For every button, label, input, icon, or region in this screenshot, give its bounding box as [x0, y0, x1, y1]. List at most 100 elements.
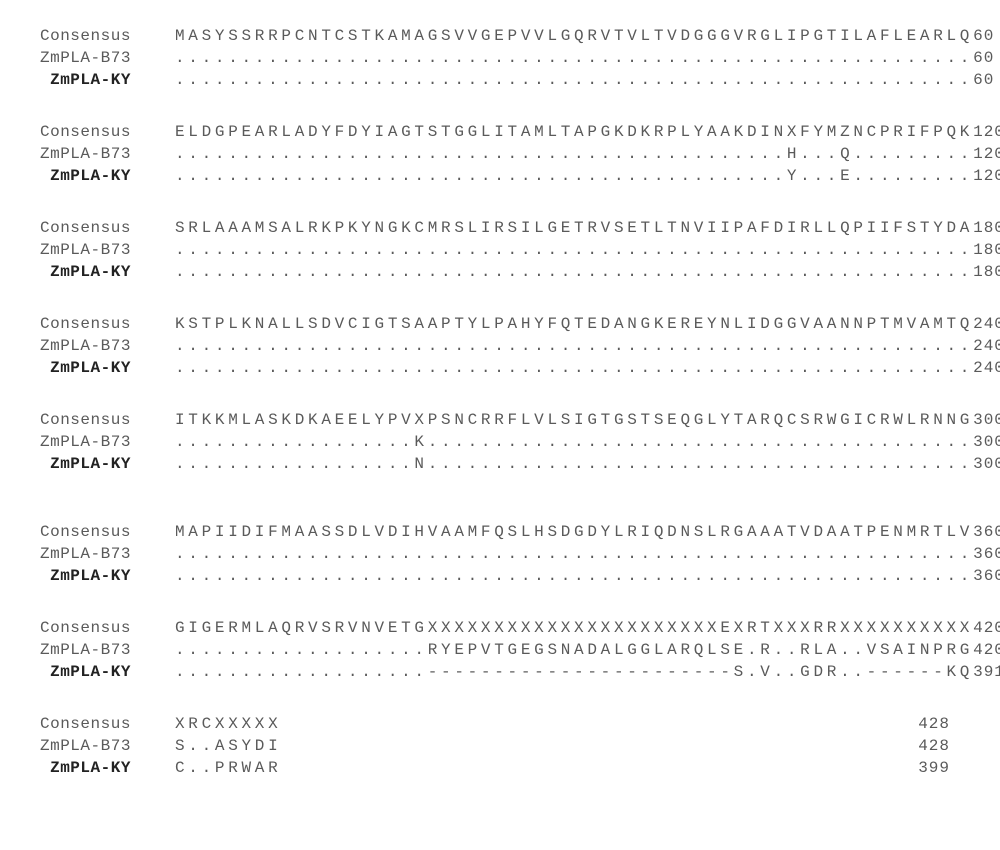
alignment-block: ConsensusXRCXXXXX 428 ZmPLA-B73S..ASYDI 428… — [40, 716, 960, 782]
sequence-label: ZmPLA-KY — [40, 360, 175, 376]
sequence-label: ZmPLA-B73 — [40, 642, 175, 658]
sequence-position: 120 — [973, 146, 1000, 162]
sequence-text: ........................................… — [175, 264, 973, 280]
sequence-text: ..................N.....................… — [175, 456, 973, 472]
sequence-text: MAPIIDIFMAASSDLVDIHVAAMFQSLHSDGDYLRIQDNS… — [175, 524, 973, 540]
sequence-position: 240 — [973, 360, 1000, 376]
consensus-row: ConsensusMASYSSRRPCNTCSTKAMAGSVVGEPVVLGQ… — [40, 28, 960, 50]
sequence-position: 391 — [973, 664, 1000, 680]
sequence-position: 60 — [973, 28, 1000, 44]
alignment-block: ConsensusELDGPEARLADYFDYIAGTSTGGLITAMLTA… — [40, 124, 960, 190]
sequence-position: 428 — [890, 716, 960, 732]
sequence-position: 420 — [973, 642, 1000, 658]
sequence-label: ZmPLA-B73 — [40, 338, 175, 354]
sequence-text: C..PRWAR — [175, 760, 281, 776]
sequence-position: 360 — [973, 568, 1000, 584]
sequence-position: 180 — [973, 264, 1000, 280]
alignment-block: ConsensusMASYSSRRPCNTCSTKAMAGSVVGEPVVLGQ… — [40, 28, 960, 94]
sequence-label: Consensus — [40, 716, 175, 732]
seq2-row: ZmPLA-KY..................N.............… — [40, 456, 960, 478]
consensus-row: ConsensusKSTPLKNALLSDVCIGTSAAPTYLPAHYFQT… — [40, 316, 960, 338]
sequence-label: ZmPLA-KY — [40, 264, 175, 280]
sequence-text: ........................................… — [175, 568, 973, 584]
sequence-position: 420 — [973, 620, 1000, 636]
sequence-position: 300 — [973, 456, 1000, 472]
sequence-label: ZmPLA-KY — [40, 168, 175, 184]
sequence-label: Consensus — [40, 412, 175, 428]
sequence-text: MASYSSRRPCNTCSTKAMAGSVVGEPVVLGQRVTVLTVDG… — [175, 28, 973, 44]
sequence-position: 300 — [973, 412, 1000, 428]
seq2-row: ZmPLA-KY................................… — [40, 264, 960, 286]
seq1-row: ZmPLA-B73...............................… — [40, 338, 960, 360]
sequence-position: 360 — [973, 524, 1000, 540]
sequence-position: 60 — [973, 50, 1000, 66]
sequence-text: ...................---------------------… — [175, 664, 973, 680]
sequence-position: 240 — [973, 338, 1000, 354]
consensus-row: ConsensusELDGPEARLADYFDYIAGTSTGGLITAMLTA… — [40, 124, 960, 146]
sequence-label: Consensus — [40, 524, 175, 540]
seq1-row: ZmPLA-B73...............................… — [40, 146, 960, 168]
sequence-position: 120 — [973, 168, 1000, 184]
sequence-text: ........................................… — [175, 360, 973, 376]
sequence-position: 360 — [973, 546, 1000, 562]
sequence-label: ZmPLA-B73 — [40, 146, 175, 162]
alignment-block: ConsensusITKKMLASKDKAEELYPVXPSNCRRFLVLSI… — [40, 412, 960, 478]
sequence-label: ZmPLA-B73 — [40, 434, 175, 450]
sequence-text: XRCXXXXX — [175, 716, 281, 732]
seq2-row: ZmPLA-KY................................… — [40, 568, 960, 590]
sequence-text: ........................................… — [175, 242, 973, 258]
sequence-position: 180 — [973, 242, 1000, 258]
sequence-position: 399 — [890, 760, 960, 776]
sequence-text: ........................................… — [175, 168, 973, 184]
sequence-label: ZmPLA-KY — [40, 456, 175, 472]
seq2-row: ZmPLA-KY................................… — [40, 72, 960, 94]
sequence-alignment: ConsensusMASYSSRRPCNTCSTKAMAGSVVGEPVVLGQ… — [0, 0, 1000, 782]
sequence-label: ZmPLA-KY — [40, 568, 175, 584]
sequence-text: KSTPLKNALLSDVCIGTSAAPTYLPAHYFQTEDANGKERE… — [175, 316, 973, 332]
sequence-label: Consensus — [40, 620, 175, 636]
seq1-row: ZmPLA-B73...............................… — [40, 242, 960, 264]
sequence-text: ........................................… — [175, 146, 973, 162]
seq2-row: ZmPLA-KY................................… — [40, 360, 960, 382]
sequence-text: SRLAAAMSALRKPKYNGKCMRSLIRSILGETRVSETLTNV… — [175, 220, 973, 236]
sequence-label: Consensus — [40, 124, 175, 140]
sequence-label: ZmPLA-B73 — [40, 50, 175, 66]
sequence-position: 300 — [973, 434, 1000, 450]
sequence-label: Consensus — [40, 28, 175, 44]
seq1-row: ZmPLA-B73...................RYEPVTGEGSNA… — [40, 642, 960, 664]
sequence-text: ........................................… — [175, 50, 973, 66]
sequence-text: ITKKMLASKDKAEELYPVXPSNCRRFLVLSIGTGSTSEQG… — [175, 412, 973, 428]
seq2-row: ZmPLA-KY................................… — [40, 168, 960, 190]
alignment-block: ConsensusKSTPLKNALLSDVCIGTSAAPTYLPAHYFQT… — [40, 316, 960, 382]
sequence-text: ........................................… — [175, 72, 973, 88]
sequence-position: 60 — [973, 72, 1000, 88]
sequence-text: S..ASYDI — [175, 738, 281, 754]
seq1-row: ZmPLA-B73...............................… — [40, 50, 960, 72]
sequence-label: ZmPLA-KY — [40, 760, 175, 776]
alignment-block: ConsensusSRLAAAMSALRKPKYNGKCMRSLIRSILGET… — [40, 220, 960, 286]
consensus-row: ConsensusXRCXXXXX 428 — [40, 716, 960, 738]
seq1-row: ZmPLA-B73...............................… — [40, 546, 960, 568]
sequence-label: ZmPLA-B73 — [40, 738, 175, 754]
consensus-row: ConsensusITKKMLASKDKAEELYPVXPSNCRRFLVLSI… — [40, 412, 960, 434]
sequence-text: ..................K.....................… — [175, 434, 973, 450]
sequence-position: 240 — [973, 316, 1000, 332]
sequence-text: ........................................… — [175, 338, 973, 354]
sequence-label: ZmPLA-KY — [40, 72, 175, 88]
sequence-text: ........................................… — [175, 546, 973, 562]
alignment-block: ConsensusGIGERMLAQRVSRVNVETGXXXXXXXXXXXX… — [40, 620, 960, 686]
sequence-label: Consensus — [40, 220, 175, 236]
sequence-label: Consensus — [40, 316, 175, 332]
seq1-row: ZmPLA-B73S..ASYDI 428 — [40, 738, 960, 760]
consensus-row: ConsensusSRLAAAMSALRKPKYNGKCMRSLIRSILGET… — [40, 220, 960, 242]
sequence-label: ZmPLA-B73 — [40, 546, 175, 562]
sequence-label: ZmPLA-KY — [40, 664, 175, 680]
seq2-row: ZmPLA-KY...................-------------… — [40, 664, 960, 686]
sequence-position: 428 — [890, 738, 960, 754]
seq1-row: ZmPLA-B73..................K............… — [40, 434, 960, 456]
sequence-position: 180 — [973, 220, 1000, 236]
consensus-row: ConsensusGIGERMLAQRVSRVNVETGXXXXXXXXXXXX… — [40, 620, 960, 642]
sequence-text: ELDGPEARLADYFDYIAGTSTGGLITAMLTAPGKDKRPLY… — [175, 124, 973, 140]
alignment-block: ConsensusMAPIIDIFMAASSDLVDIHVAAMFQSLHSDG… — [40, 524, 960, 590]
seq2-row: ZmPLA-KYC..PRWAR 399 — [40, 760, 960, 782]
